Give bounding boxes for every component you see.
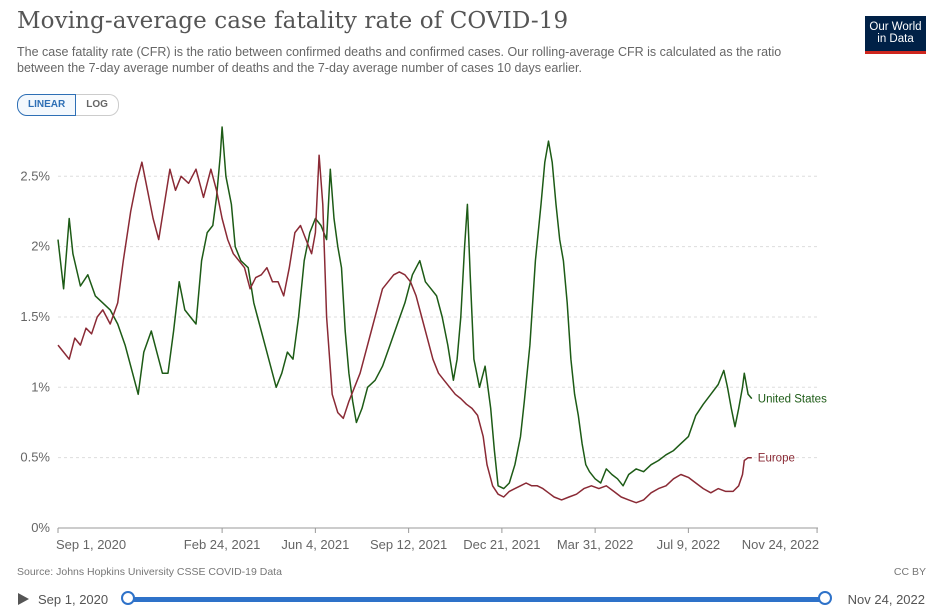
chart-title: Moving-average case fatality rate of COV… xyxy=(17,8,569,34)
x-tick-label: Mar 31, 2022 xyxy=(557,537,634,552)
series-line-europe xyxy=(57,154,752,504)
y-tick-label: 0% xyxy=(31,520,50,535)
x-tick-label: Nov 24, 2022 xyxy=(742,537,819,552)
y-tick-label: 2.5% xyxy=(20,168,50,183)
series-line-united-states xyxy=(57,126,753,490)
y-tick-label: 0.5% xyxy=(20,450,50,465)
x-tick-label: Jul 9, 2022 xyxy=(657,537,721,552)
y-tick-label: 1% xyxy=(31,379,50,394)
timeline-start-label: Sep 1, 2020 xyxy=(38,592,109,607)
log-scale-button[interactable]: LOG xyxy=(76,94,119,116)
source-note[interactable]: Source: Johns Hopkins University CSSE CO… xyxy=(17,566,282,578)
line-chart[interactable]: 0% 0.5% 1% 1.5% 2% 2.5% Sep 1, 2020 Feb 24, 202… xyxy=(0,120,943,560)
series-label-europe: Europe xyxy=(758,453,795,465)
timeline-start-handle[interactable] xyxy=(121,591,135,605)
scale-toggle: LINEAR LOG xyxy=(17,94,119,116)
x-tick-label: Sep 12, 2021 xyxy=(370,537,447,552)
timeline: Sep 1, 2020 Nov 24, 2022 xyxy=(0,584,943,612)
y-tick-label: 2% xyxy=(31,239,50,254)
timeline-end-label: Nov 24, 2022 xyxy=(847,592,925,607)
license-link[interactable]: CC BY xyxy=(893,566,926,578)
owid-logo[interactable]: Our World in Data xyxy=(865,16,926,54)
x-tick-label: Jun 4, 2021 xyxy=(281,537,349,552)
logo-line-1: Our World xyxy=(869,21,922,33)
logo-line-2: in Data xyxy=(877,33,914,45)
chart-subtitle: The case fatality rate (CFR) is the rati… xyxy=(17,45,782,75)
x-tick-label: Feb 24, 2021 xyxy=(184,537,261,552)
linear-scale-button[interactable]: LINEAR xyxy=(17,94,77,116)
x-tick-label: Dec 21, 2021 xyxy=(463,537,540,552)
x-tick-label: Sep 1, 2020 xyxy=(56,537,126,552)
play-icon[interactable] xyxy=(18,593,29,605)
series-label-united-states: United States xyxy=(758,394,827,406)
timeline-end-handle[interactable] xyxy=(818,591,832,605)
y-tick-label: 1.5% xyxy=(20,309,50,324)
timeline-track[interactable] xyxy=(128,597,825,602)
